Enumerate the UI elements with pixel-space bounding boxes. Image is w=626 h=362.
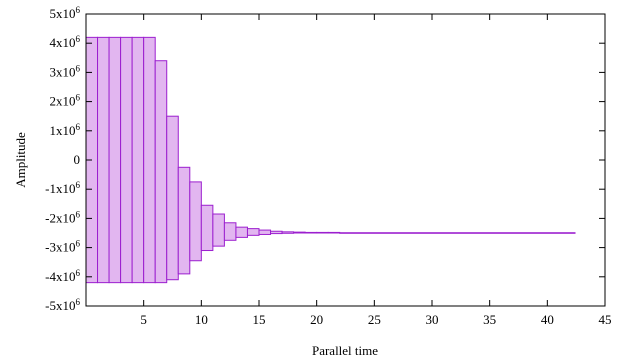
bar-2 bbox=[108, 36, 122, 284]
x-tick-label: 20 bbox=[310, 312, 323, 327]
bar-15 bbox=[258, 229, 272, 235]
bar-14 bbox=[246, 228, 260, 236]
x-tick-label: 5 bbox=[140, 312, 147, 327]
y-tick-label: 5x106 bbox=[50, 5, 81, 21]
y-tick-label: -5x106 bbox=[45, 297, 80, 313]
y-tick-label: 3x106 bbox=[50, 63, 81, 79]
bar-13 bbox=[235, 226, 248, 238]
bar-16 bbox=[270, 230, 283, 235]
bar-3 bbox=[120, 36, 133, 284]
y-axis: 5x106 4x106 3x106 2x106 1x106 0 -1x106 -2x106 -3… bbox=[45, 5, 605, 313]
y-tick-label: -3x106 bbox=[45, 239, 80, 255]
bar-17 bbox=[281, 231, 295, 234]
x-tick-label: 30 bbox=[426, 312, 439, 327]
y-tick-label: 1x106 bbox=[50, 122, 81, 138]
bar-7 bbox=[166, 115, 179, 281]
y-tick-label: 0 bbox=[74, 152, 81, 167]
x-tick-label: 15 bbox=[253, 312, 266, 327]
bar-20 bbox=[316, 231, 329, 234]
x-axis: 5 10 15 20 25 30 35 40 45 bbox=[140, 14, 612, 327]
x-tick-label: 35 bbox=[483, 312, 496, 327]
bar-19 bbox=[304, 231, 318, 234]
bar-12 bbox=[223, 222, 237, 241]
bar-6 bbox=[154, 60, 168, 284]
bar-21 bbox=[327, 231, 341, 234]
bar-1 bbox=[97, 36, 110, 284]
bars-layer bbox=[85, 36, 576, 284]
y-tick-label: -1x106 bbox=[45, 180, 80, 196]
bar-10 bbox=[200, 204, 214, 252]
bar-22 bbox=[339, 232, 576, 234]
x-tick-label: 45 bbox=[599, 312, 612, 327]
x-axis-title: Parallel time bbox=[312, 343, 378, 358]
bar-18 bbox=[293, 231, 306, 234]
y-tick-label: -4x106 bbox=[45, 268, 80, 284]
bar-4 bbox=[131, 36, 145, 284]
y-tick-label: -2x106 bbox=[45, 209, 80, 225]
y-tick-label: 2x106 bbox=[50, 93, 81, 109]
x-tick-label: 25 bbox=[368, 312, 381, 327]
y-axis-title: Amplitude bbox=[13, 132, 28, 188]
bar-11 bbox=[212, 213, 225, 247]
bar-5 bbox=[143, 36, 156, 284]
x-tick-label: 10 bbox=[195, 312, 208, 327]
x-tick-label: 40 bbox=[541, 312, 554, 327]
bar-8 bbox=[177, 166, 191, 275]
y-tick-label: 4x106 bbox=[50, 34, 81, 50]
bar-9 bbox=[189, 181, 202, 262]
